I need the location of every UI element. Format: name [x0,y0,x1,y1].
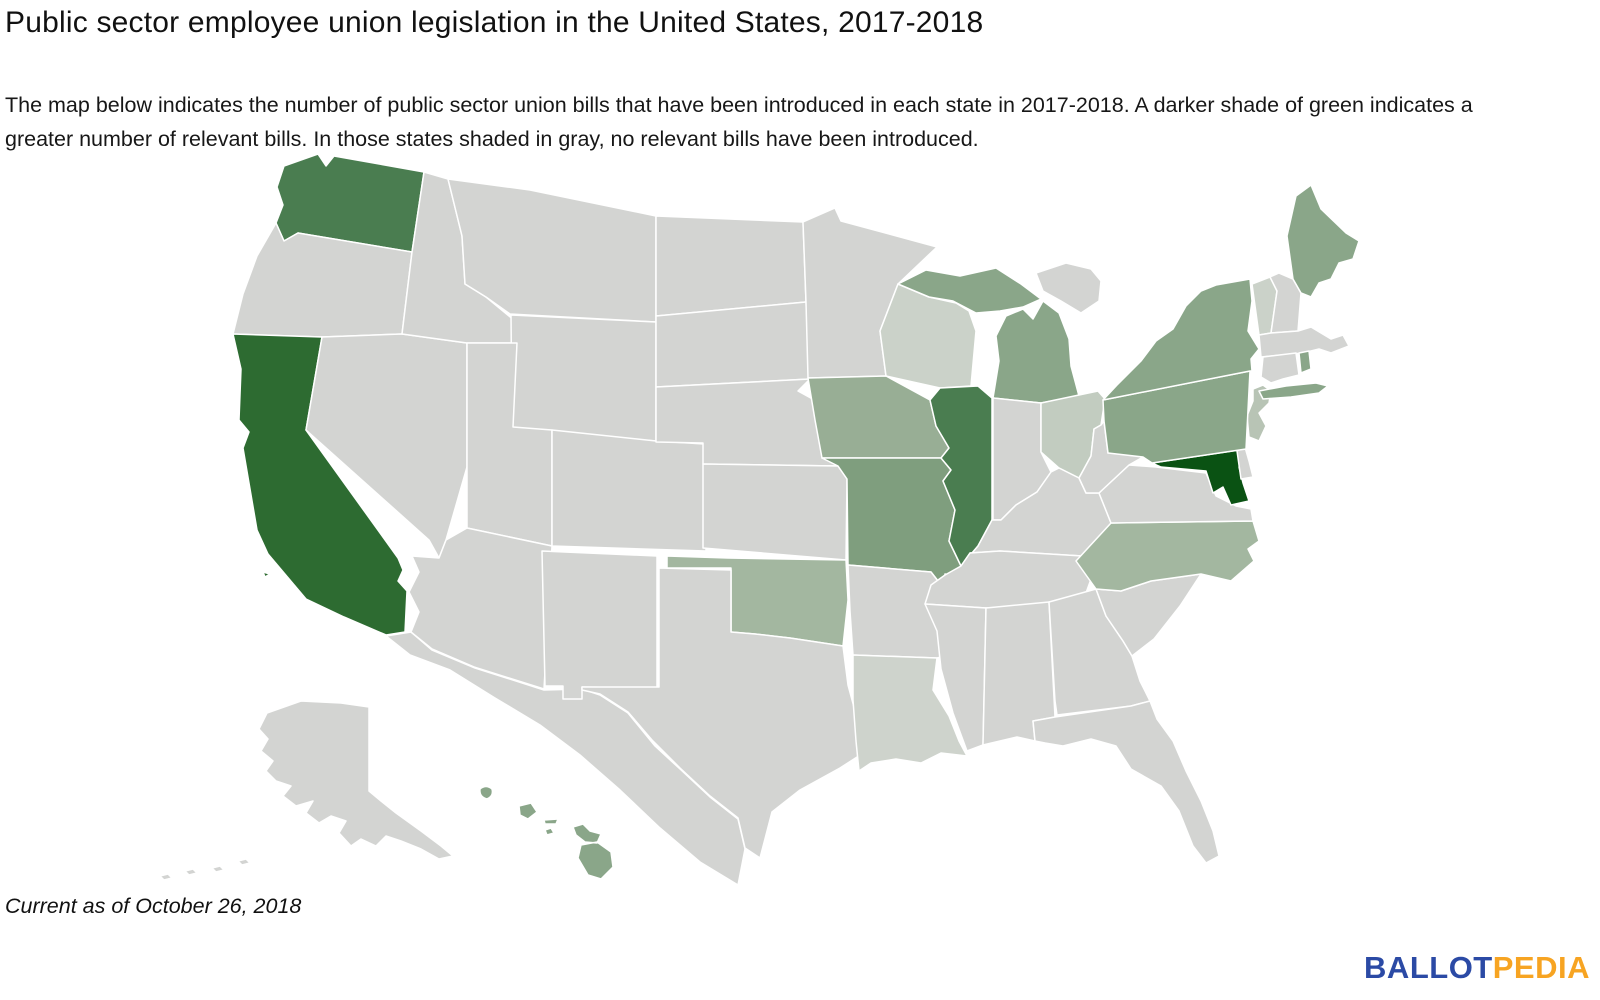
state-kansas[interactable]: Kansas [702,463,848,561]
state-illinois[interactable]: Illinois [929,385,993,567]
state-new-mexico[interactable]: New Mexico [541,550,658,700]
state-maine[interactable]: Maine [1286,184,1360,298]
state-virginia[interactable]: Virginia [1098,464,1254,524]
state-texas[interactable]: Texas [581,567,869,859]
state-louisiana[interactable]: Louisiana [852,654,968,772]
ballotpedia-logo-pedia: PEDIA [1492,950,1590,985]
page-title: Public sector employee union legislation… [5,6,984,39]
state-florida[interactable]: Florida [1032,700,1220,864]
state-colorado[interactable]: Colorado [551,429,707,552]
ontario-canada-landmass: ontario-canada-landmass [1035,262,1102,314]
state-south-dakota[interactable]: South Dakota [655,301,811,388]
state-montana[interactable]: Montana [447,178,657,323]
state-new-york[interactable]: New York [1102,278,1329,401]
ballotpedia-logo[interactable]: BALLOTPEDIA [1364,950,1590,986]
state-alaska[interactable]: Alaska [159,700,454,881]
state-connecticut[interactable]: Connecticut [1260,352,1300,384]
state-rhode-island[interactable]: Rhode Island [1298,350,1312,374]
state-hawaii[interactable]: Hawaii [479,785,614,880]
state-new-hampshire[interactable]: New Hampshire [1269,272,1302,334]
page-subtitle: The map below indicates the number of pu… [5,93,1473,151]
state-arizona[interactable]: Arizona [408,527,553,690]
state-pennsylvania[interactable]: Pennsylvania [1102,370,1251,464]
state-iowa[interactable]: Iowa [807,375,950,459]
current-as-of-note: Current as of October 26, 2018 [5,894,302,918]
ballotpedia-logo-ballot: BALLOT [1364,950,1493,985]
state-north-dakota[interactable]: North Dakota [655,215,807,317]
state-wyoming[interactable]: Wyoming [510,314,657,442]
state-california[interactable]: California [232,333,408,636]
